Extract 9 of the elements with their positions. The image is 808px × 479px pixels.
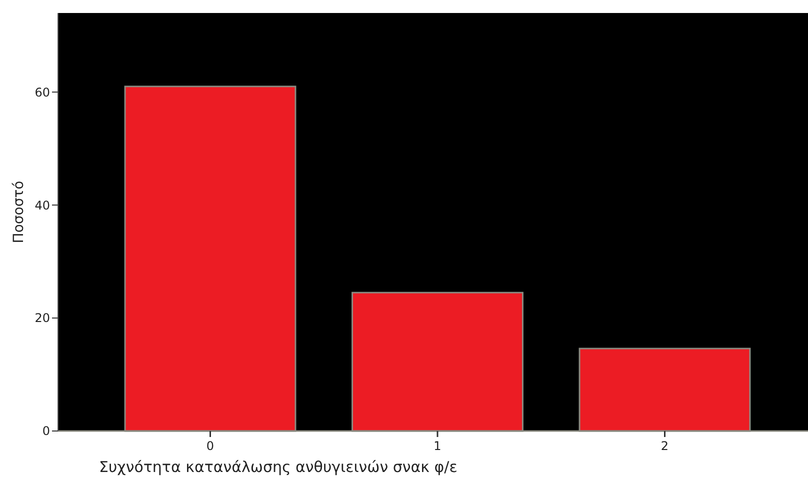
y-tick-label: 60 bbox=[34, 85, 50, 100]
y-tick-label: 20 bbox=[34, 311, 50, 326]
y-tick-label: 40 bbox=[34, 198, 50, 212]
x-axis-title: Συχνότητα κατανάλωσης ανθυγιεινών σνακ φ/ε bbox=[99, 458, 458, 476]
x-tick-label: 0 bbox=[206, 439, 214, 453]
y-axis-title: Ποσοστό bbox=[11, 180, 27, 244]
x-tick-label: 2 bbox=[660, 439, 669, 453]
x-tick-label: 1 bbox=[434, 439, 442, 453]
y-tick-label: 0 bbox=[42, 424, 50, 438]
